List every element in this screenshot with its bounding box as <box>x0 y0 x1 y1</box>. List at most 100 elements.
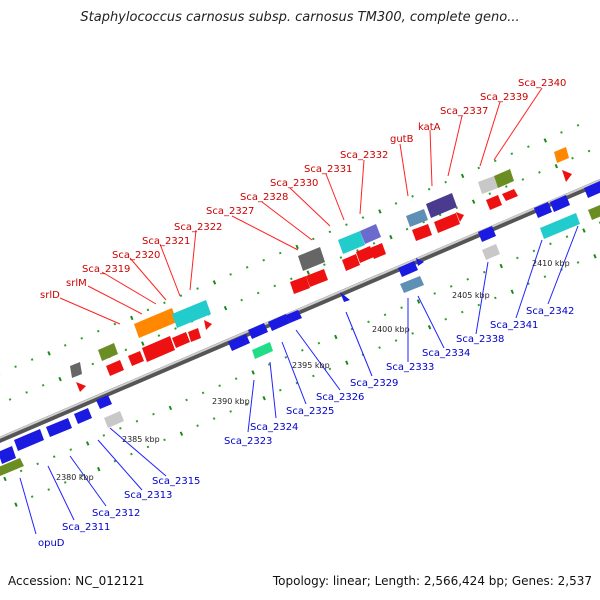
gene-Sca_2341b[interactable] <box>550 195 570 212</box>
label-Sca_2333[interactable]: Sca_2333 <box>386 362 434 373</box>
scale-label-2385: 2385 kbp <box>122 435 160 444</box>
tick-mark <box>345 360 349 365</box>
label-Sca_2340[interactable]: Sca_2340 <box>518 78 566 89</box>
gene-Sca_2330[interactable] <box>338 231 365 254</box>
gene-Sca_2327[interactable] <box>298 247 325 271</box>
gene-Sca_2322b[interactable] <box>188 328 201 342</box>
gene-srlD-gray[interactable] <box>70 362 82 378</box>
gene-Sca_2312[interactable] <box>14 429 44 451</box>
tick-mark <box>218 384 221 388</box>
label-Sca_2326[interactable]: Sca_2326 <box>316 392 364 403</box>
label-Sca_2321[interactable]: Sca_2321 <box>142 236 190 247</box>
gene-Sca_2334[interactable] <box>400 276 424 293</box>
label-Sca_2323[interactable]: Sca_2323 <box>224 436 272 447</box>
label-Sca_2320[interactable]: Sca_2320 <box>112 250 160 261</box>
tick-mark <box>152 412 155 416</box>
gene-Sca_2332[interactable] <box>356 246 374 263</box>
gene-katA-red[interactable] <box>434 213 460 233</box>
gene-opuD[interactable] <box>0 458 24 476</box>
gene-Sca_2328b[interactable] <box>306 269 328 287</box>
label-Sca_2324[interactable]: Sca_2324 <box>250 422 298 433</box>
tick-mark <box>527 282 530 286</box>
gene-srlD[interactable] <box>76 382 86 392</box>
gene-Sca_2333b[interactable] <box>416 258 424 266</box>
tick-mark <box>63 344 67 347</box>
gene-Sca_2319[interactable] <box>134 308 177 338</box>
gene-Sca_2322c[interactable] <box>204 320 212 330</box>
gene-Sca_2339[interactable] <box>494 169 514 188</box>
gene-Sca_2320[interactable] <box>142 336 175 362</box>
gene-Sca_2332b[interactable] <box>370 243 386 259</box>
gene-Sca_2333[interactable] <box>398 261 418 277</box>
label-srlD[interactable]: srlD <box>40 290 60 301</box>
tick-mark <box>229 410 232 413</box>
gene-Sca_2315a[interactable] <box>74 408 92 424</box>
gene-red-a[interactable] <box>106 360 124 376</box>
gene-Sca_2325[interactable] <box>268 314 290 331</box>
label-opuD[interactable]: opuD <box>38 538 65 549</box>
tick-mark <box>301 348 304 352</box>
genome-backbone-highlight <box>0 179 600 439</box>
gene-Sca_2311[interactable] <box>0 446 16 464</box>
gene-olive-end[interactable] <box>588 205 600 220</box>
gene-Sca_2322[interactable] <box>172 332 190 348</box>
gene-Sca_2329[interactable] <box>340 292 350 302</box>
label-Sca_2329[interactable]: Sca_2329 <box>350 378 398 389</box>
label-Sca_2315[interactable]: Sca_2315 <box>152 476 200 487</box>
label-katA[interactable]: katA <box>418 122 441 133</box>
gene-Sca_2338[interactable] <box>478 226 496 242</box>
gene-blue-end[interactable] <box>584 181 600 198</box>
label-Sca_2312[interactable]: Sca_2312 <box>92 508 140 519</box>
gene-gutB[interactable] <box>412 224 432 241</box>
gene-Sca_2326[interactable] <box>286 310 302 323</box>
label-Sca_2339[interactable]: Sca_2339 <box>480 92 528 103</box>
label-gutB[interactable]: gutB <box>390 134 414 145</box>
gene-Sca_2328[interactable] <box>290 276 310 294</box>
gene-Sca_2337[interactable] <box>456 212 464 222</box>
label-Sca_2325[interactable]: Sca_2325 <box>286 406 334 417</box>
label-Sca_2332[interactable]: Sca_2332 <box>340 150 388 161</box>
label-Sca_2341[interactable]: Sca_2341 <box>490 320 538 331</box>
gene-Sca_2339-red[interactable] <box>486 195 502 210</box>
tick-mark <box>334 334 338 340</box>
gene-Sca_2339-gray[interactable] <box>478 176 498 194</box>
gene-srlM[interactable] <box>128 351 144 366</box>
label-Sca_2342[interactable]: Sca_2342 <box>526 306 574 317</box>
gene-Sca_2331[interactable] <box>360 224 381 244</box>
gene-Sca_2342[interactable] <box>540 213 580 239</box>
gene-Sca_2331b[interactable] <box>342 254 360 271</box>
gene-Sca_2338b[interactable] <box>482 244 500 260</box>
label-Sca_2331[interactable]: Sca_2331 <box>304 164 352 175</box>
label-Sca_2313[interactable]: Sca_2313 <box>124 490 172 501</box>
gene-gutB-steel[interactable] <box>406 209 428 227</box>
gene-Sca_2340[interactable] <box>554 147 569 163</box>
label-Sca_2330[interactable]: Sca_2330 <box>270 178 318 189</box>
label-Sca_2311[interactable]: Sca_2311 <box>62 522 110 533</box>
tick-mark <box>427 187 431 191</box>
label-Sca_2327[interactable]: Sca_2327 <box>206 206 254 217</box>
gene-Sca_2339-red2[interactable] <box>502 189 518 201</box>
gene-Sca_2340-red[interactable] <box>562 170 572 182</box>
gene-olive-a[interactable] <box>98 343 118 361</box>
label-Sca_2334[interactable]: Sca_2334 <box>422 348 470 359</box>
label-Sca_2322[interactable]: Sca_2322 <box>174 222 222 233</box>
label-Sca_2337[interactable]: Sca_2337 <box>440 106 488 117</box>
gene-Sca_2323[interactable] <box>228 334 250 351</box>
gene-Sca_2323b[interactable] <box>248 323 268 339</box>
scale-label-2400: 2400 kbp <box>372 325 410 334</box>
gene-Sca_2324[interactable] <box>252 342 273 359</box>
accession-text: Accession: NC_012121 <box>8 574 145 588</box>
label-Sca_2338[interactable]: Sca_2338 <box>456 334 504 345</box>
label-Sca_2319[interactable]: Sca_2319 <box>82 264 130 275</box>
tick-mark <box>30 495 34 498</box>
gene-Sca_2341[interactable] <box>534 202 552 218</box>
gene-Sca_2313[interactable] <box>46 418 72 437</box>
gene-Sca_2321[interactable] <box>172 300 211 328</box>
gene-blue-a[interactable] <box>96 395 112 409</box>
label-srlM[interactable]: srlM <box>66 278 87 289</box>
tick-mark <box>196 424 199 427</box>
gene-Sca_2315[interactable] <box>104 411 124 428</box>
gene-katA[interactable] <box>426 193 457 218</box>
tick-mark <box>549 242 552 246</box>
label-Sca_2328[interactable]: Sca_2328 <box>240 192 288 203</box>
